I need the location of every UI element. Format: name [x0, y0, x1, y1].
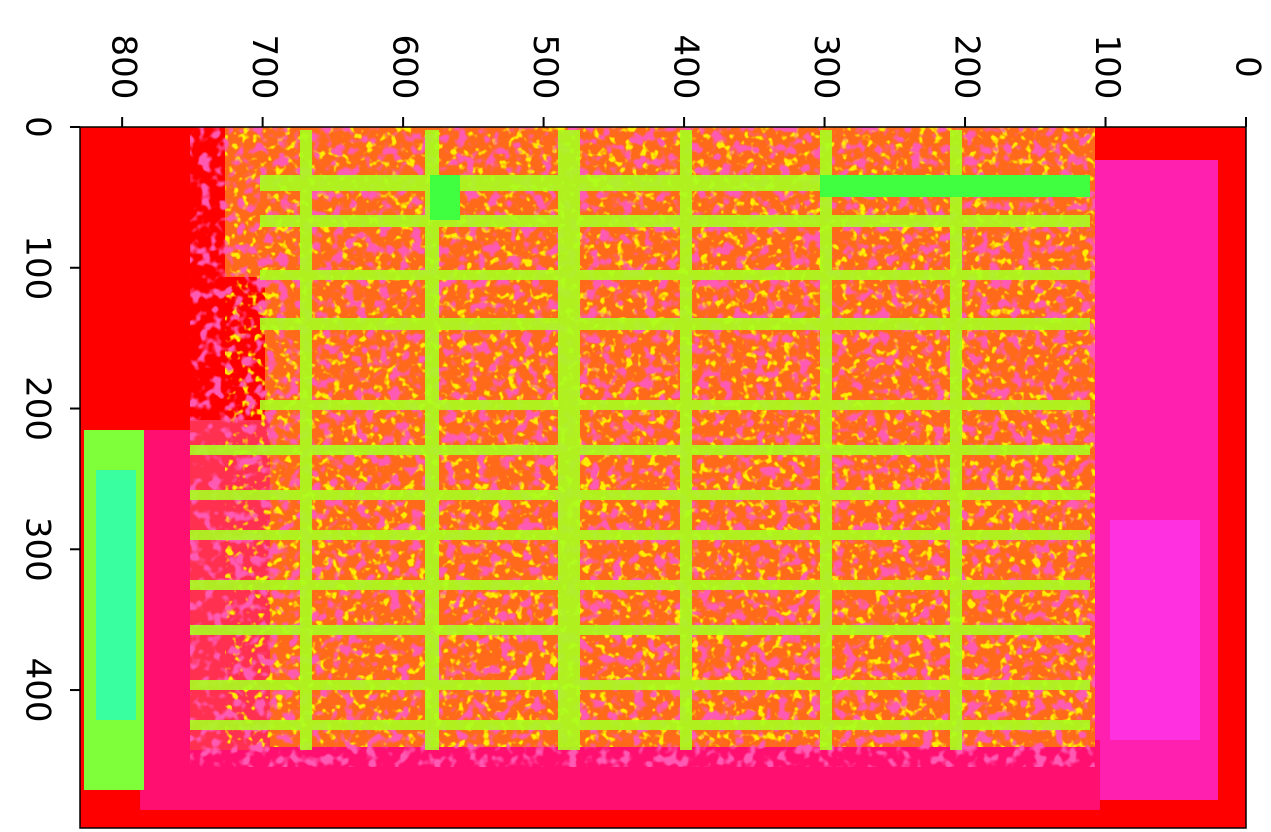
x-tick-label: 200	[947, 35, 987, 100]
x-tick-label: 700	[244, 35, 284, 100]
y-tick-label: 100	[18, 235, 58, 300]
image	[80, 127, 1246, 828]
y-tick-label: 0	[18, 116, 58, 138]
x-tick-label: 800	[104, 35, 144, 100]
x-tick-label: 600	[385, 35, 425, 100]
x-tick-label: 400	[666, 35, 706, 100]
x-tick-label: 0	[1228, 56, 1268, 78]
x-tick-label: 100	[1087, 35, 1127, 100]
y-tick-label: 400	[18, 658, 58, 723]
x-tick-label: 300	[806, 35, 846, 100]
y-tick-label: 300	[18, 517, 58, 582]
chart: 0 100 200 300 400 500 600 700 800 0 100 200 300 400	[0, 0, 1271, 832]
y-tick-label: 200	[18, 376, 58, 441]
x-tick-label: 500	[525, 35, 565, 100]
